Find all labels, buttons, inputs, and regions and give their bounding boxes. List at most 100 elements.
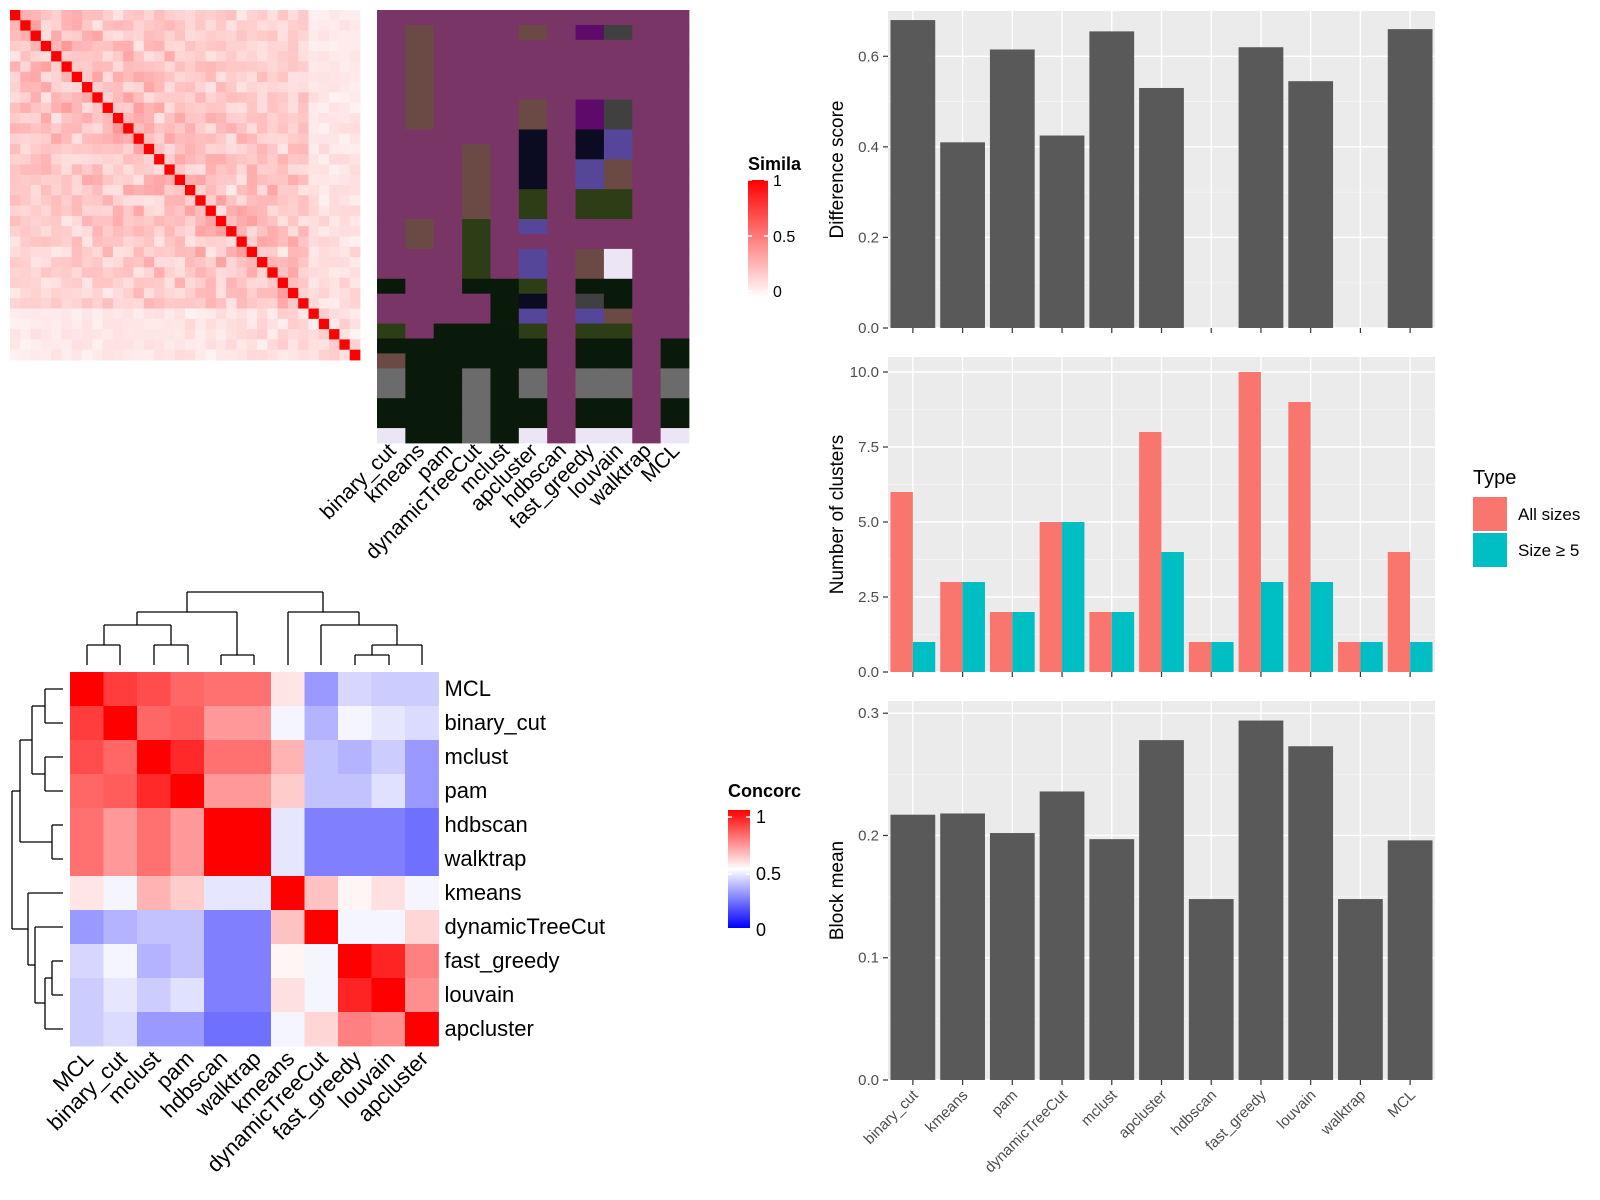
similarity-cell <box>195 61 206 73</box>
similarity-cell <box>277 174 289 186</box>
similarity-cell <box>174 20 186 31</box>
cluster-class-cell <box>433 338 463 354</box>
similarity-cell <box>154 185 165 196</box>
similarity-cell <box>226 174 237 186</box>
cluster-class-cell <box>433 189 463 205</box>
similarity-cell <box>61 174 73 186</box>
similarity-cell <box>267 51 279 62</box>
similarity-cell <box>82 267 93 279</box>
similarity-cell <box>20 30 31 42</box>
concordance-cell <box>204 740 238 775</box>
similarity-cell <box>195 164 206 176</box>
similarity-cell <box>277 40 289 52</box>
similarity-cell <box>298 185 309 196</box>
similarity-cell <box>298 318 309 330</box>
similarity-cell <box>205 236 217 248</box>
similarity-cell <box>164 51 176 62</box>
similarity-cell <box>298 339 309 351</box>
concordance-cell <box>70 808 104 843</box>
similarity-cell <box>185 318 196 330</box>
bar <box>1089 839 1135 1080</box>
similarity-cell <box>112 318 124 330</box>
similarity-legend-tick: 1 <box>773 173 782 190</box>
cluster-class-cell <box>632 39 662 56</box>
cluster-class-cell <box>518 24 548 41</box>
similarity-cell <box>133 164 145 176</box>
cluster-class-cell <box>518 293 548 310</box>
similarity-cell <box>277 298 289 309</box>
cluster-class-cell <box>547 159 576 175</box>
similarity-cell <box>246 71 258 83</box>
similarity-cell <box>30 51 42 62</box>
concordance-cell <box>371 944 406 979</box>
similarity-heatmap <box>10 10 361 361</box>
cluster-class-cell <box>547 323 576 339</box>
bar <box>1238 47 1284 328</box>
similarity-cell <box>329 308 340 320</box>
similarity-cell <box>51 51 62 62</box>
similarity-cell <box>205 102 217 114</box>
similarity-cell <box>20 40 31 52</box>
similarity-cell <box>112 30 124 42</box>
similarity-cell <box>195 246 206 258</box>
similarity-cell <box>287 51 299 62</box>
similarity-cell <box>205 61 217 73</box>
similarity-cell <box>133 277 145 289</box>
similarity-cell <box>30 71 42 83</box>
similarity-cell <box>92 205 104 217</box>
concordance-cell <box>70 842 104 877</box>
similarity-cell <box>339 318 351 330</box>
similarity-cell <box>71 195 83 206</box>
similarity-cell <box>257 215 268 227</box>
cluster-class-cell <box>575 84 605 100</box>
cluster-class-cell <box>518 398 548 414</box>
similarity-cell <box>226 205 237 217</box>
similarity-cell <box>20 195 31 206</box>
similarity-cell <box>51 308 62 320</box>
similarity-cell <box>154 318 165 330</box>
similarity-cell <box>205 154 217 165</box>
cluster-class-cell <box>405 233 435 250</box>
similarity-cell <box>61 246 73 258</box>
similarity-cell <box>185 257 196 268</box>
similarity-cell <box>318 195 330 206</box>
similarity-cell <box>112 51 124 62</box>
similarity-cell <box>154 102 165 114</box>
similarity-cell <box>226 133 237 145</box>
similarity-cell <box>71 154 83 165</box>
cluster-class-cell <box>547 174 576 190</box>
similarity-cell <box>10 226 21 237</box>
similarity-cell <box>308 82 320 93</box>
cluster-class-cell <box>377 308 406 324</box>
similarity-cell <box>123 215 134 227</box>
similarity-cell <box>112 92 124 104</box>
similarity-cell <box>61 349 73 361</box>
similarity-cell <box>277 287 289 299</box>
similarity-cell <box>61 267 73 279</box>
similarity-cell <box>20 123 31 134</box>
similarity-cell <box>123 102 134 114</box>
similarity-cell <box>20 267 31 279</box>
similarity-cell <box>298 215 309 227</box>
cluster-class-cell <box>433 293 463 310</box>
concordance-cell <box>405 910 439 945</box>
cluster-class-cell <box>433 413 463 429</box>
similarity-cell <box>133 10 145 21</box>
similarity-cell <box>185 277 196 289</box>
similarity-cell <box>308 185 320 196</box>
cluster-class-cell <box>377 368 406 384</box>
similarity-cell <box>246 164 258 176</box>
concordance-cell <box>137 706 171 741</box>
similarity-cell <box>308 174 320 186</box>
similarity-cell <box>133 92 145 104</box>
similarity-cell <box>71 329 83 340</box>
similarity-cell <box>92 102 104 114</box>
bar-size-ge5 <box>1410 642 1433 672</box>
legend-label: Size ≥ 5 <box>1518 541 1579 560</box>
cluster-class-cell <box>547 24 576 41</box>
bar-all-sizes <box>1338 642 1361 672</box>
similarity-cell <box>40 185 52 196</box>
similarity-cell <box>185 154 196 165</box>
similarity-cell <box>174 133 186 145</box>
cluster-class-cell <box>547 293 576 310</box>
